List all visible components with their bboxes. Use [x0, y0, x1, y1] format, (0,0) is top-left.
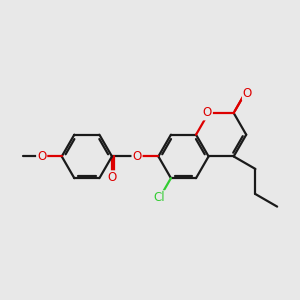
Text: O: O [37, 150, 46, 163]
Text: O: O [132, 150, 142, 163]
Text: O: O [107, 171, 117, 184]
Text: O: O [203, 106, 212, 119]
Text: O: O [243, 87, 252, 100]
Text: Cl: Cl [154, 191, 165, 204]
